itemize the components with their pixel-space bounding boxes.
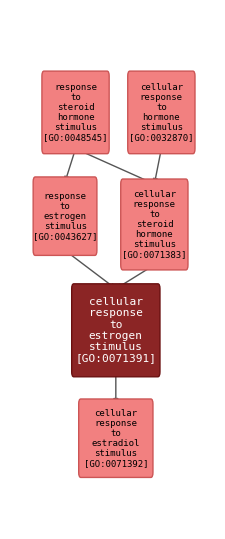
FancyBboxPatch shape (127, 71, 194, 154)
FancyBboxPatch shape (120, 179, 187, 270)
Text: cellular
response
to
estradiol
stimulus
[GO:0071392]: cellular response to estradiol stimulus … (83, 409, 147, 468)
Text: cellular
response
to
hormone
stimulus
[GO:0032870]: cellular response to hormone stimulus [G… (128, 83, 193, 142)
FancyBboxPatch shape (78, 399, 152, 478)
Text: cellular
response
to
estrogen
stimulus
[GO:0071391]: cellular response to estrogen stimulus [… (75, 298, 156, 363)
FancyBboxPatch shape (71, 284, 159, 377)
FancyBboxPatch shape (33, 177, 97, 255)
Text: cellular
response
to
steroid
hormone
stimulus
[GO:0071383]: cellular response to steroid hormone sti… (122, 190, 186, 259)
Text: response
to
estrogen
stimulus
[GO:0043627]: response to estrogen stimulus [GO:004362… (33, 191, 97, 241)
Text: response
to
steroid
hormone
stimulus
[GO:0048545]: response to steroid hormone stimulus [GO… (43, 83, 107, 142)
FancyBboxPatch shape (42, 71, 109, 154)
